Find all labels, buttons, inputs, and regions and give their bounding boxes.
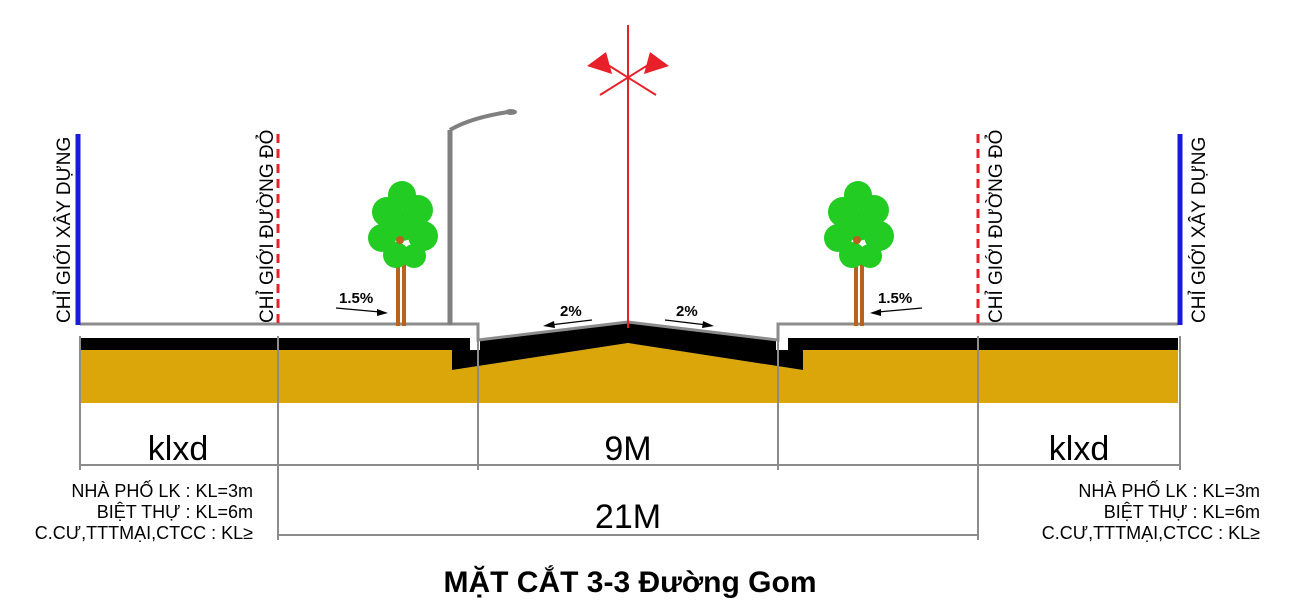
tree-right xyxy=(824,181,894,326)
slope-label-road-left: 2% xyxy=(560,303,582,320)
slope-arrow-road-right xyxy=(664,319,714,328)
dimension-total-width: 21M xyxy=(595,498,661,536)
setback-note-right-3: C.CƯ,TTTMẠI,CTCC : KL≥ xyxy=(1042,523,1260,543)
setback-note-left-3: C.CƯ,TTTMẠI,CTCC : KL≥ xyxy=(35,523,253,543)
slope-label-road-right: 2% xyxy=(676,303,698,320)
slope-arrow-sidewalk-right xyxy=(870,307,923,316)
setback-note-right-2: BIỆT THỰ : KL=6m xyxy=(1104,502,1260,522)
dimension-setback-left: klxd xyxy=(148,430,208,468)
drawing-title: MẶT CẮT 3-3 Đường Gom xyxy=(443,565,816,599)
setback-note-left-1: NHÀ PHỐ LK : KL=3m xyxy=(71,480,253,501)
label-red-line-left: CHỈ GIỚI ĐƯỜNG ĐỎ xyxy=(256,130,278,323)
slope-label-sidewalk-right: 1.5% xyxy=(878,290,912,307)
label-building-line-right: CHỈ GIỚI XÂY DỰNG xyxy=(1188,137,1210,323)
dimension-road-width: 9M xyxy=(604,430,651,468)
slope-arrow-sidewalk-left xyxy=(335,307,388,316)
pavement-layer xyxy=(80,322,1178,370)
subgrade-layer xyxy=(80,343,1178,403)
label-building-line-left: CHỈ GIỚI XÂY DỰNG xyxy=(53,137,75,323)
dimension-setback-right: klxd xyxy=(1049,430,1109,468)
tree-left xyxy=(368,181,438,326)
label-red-line-right: CHỈ GIỚI ĐƯỜNG ĐỎ xyxy=(985,130,1007,323)
centerline-flag-symbol xyxy=(587,52,669,96)
setback-note-right-1: NHÀ PHỐ LK : KL=3m xyxy=(1078,480,1260,501)
slope-arrow-road-left xyxy=(543,319,593,328)
slope-label-sidewalk-left: 1.5% xyxy=(339,290,373,307)
setback-note-left-2: BIỆT THỰ : KL=6m xyxy=(97,502,253,522)
dimension-lines xyxy=(79,336,1181,540)
street-light xyxy=(447,109,517,325)
